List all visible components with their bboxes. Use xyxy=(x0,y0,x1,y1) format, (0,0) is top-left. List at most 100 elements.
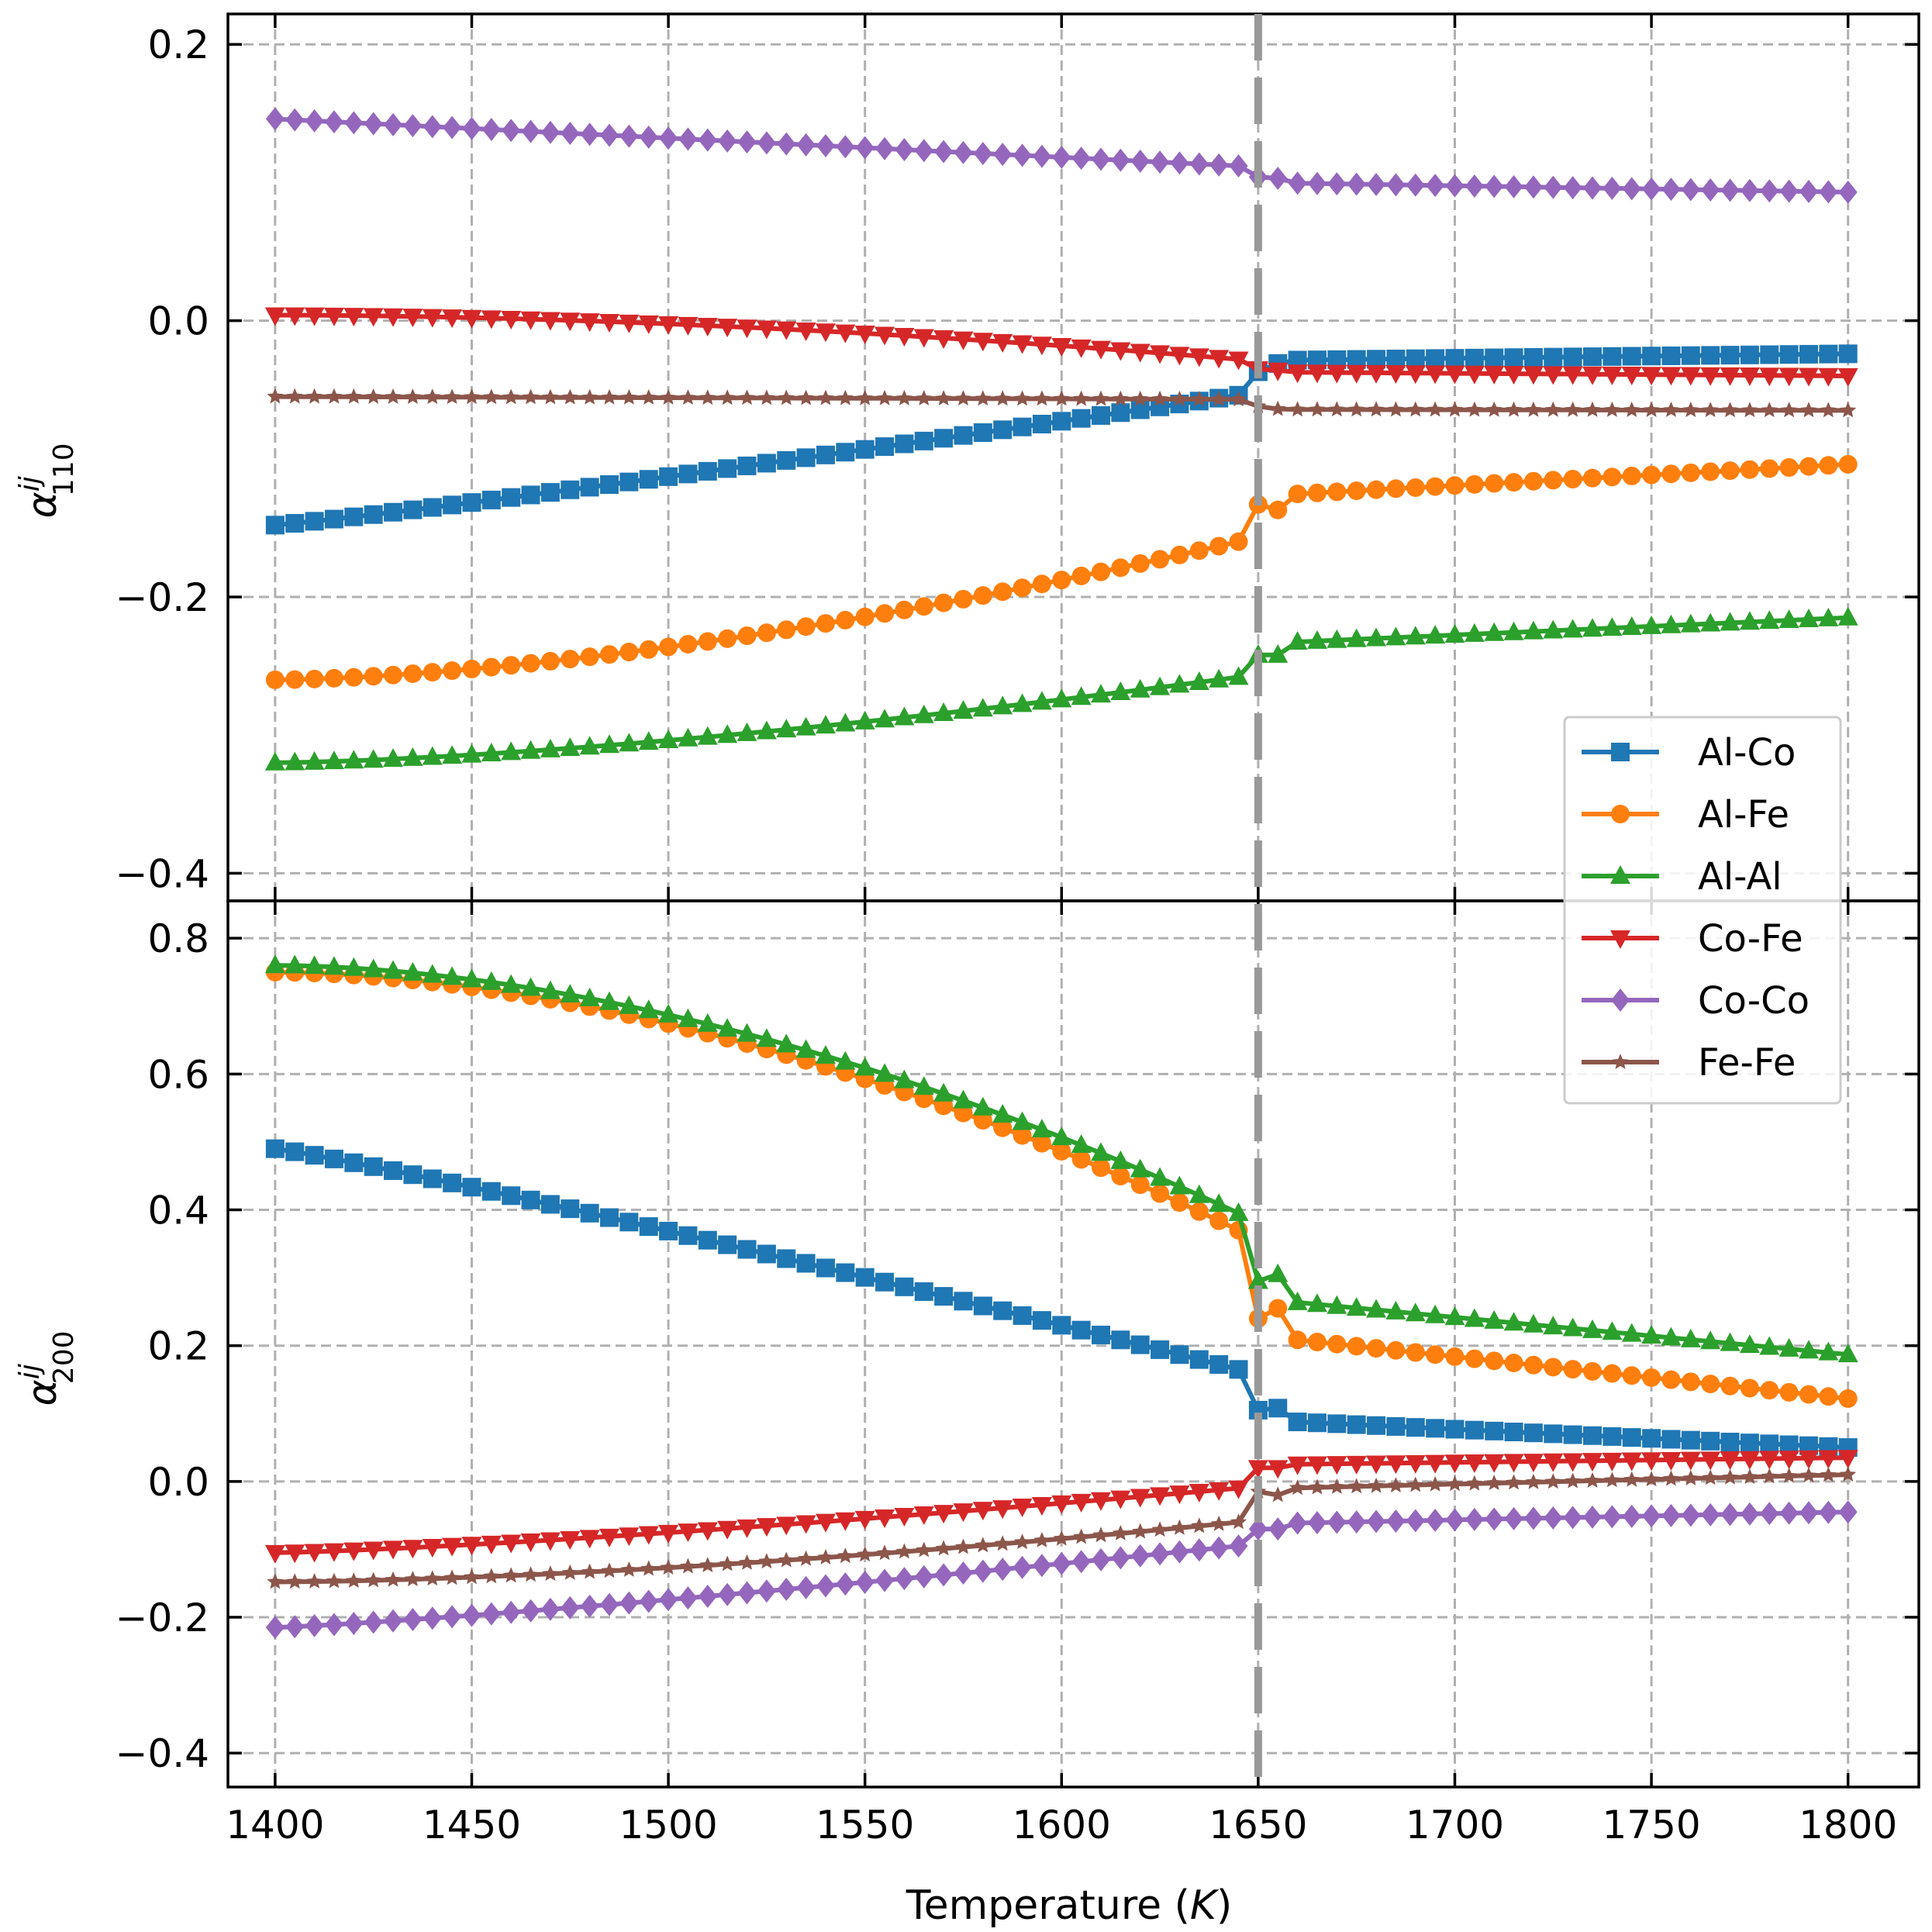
xlabel-text: Temperature ( xyxy=(906,1882,1190,1929)
bot-point-al-co xyxy=(659,1221,678,1240)
top-point-co-fe xyxy=(1759,367,1780,387)
top-point-fe-fe xyxy=(601,388,618,405)
bot-point-al-fe xyxy=(1032,1133,1051,1153)
bot-point-al-al xyxy=(1602,1321,1623,1340)
bot-point-fe-fe xyxy=(1544,1473,1561,1489)
top-point-al-fe xyxy=(1071,566,1091,585)
bot-point-al-fe xyxy=(993,1118,1013,1137)
bot-point-fe-fe xyxy=(1171,1519,1188,1535)
bot-point-al-co xyxy=(403,1165,423,1185)
top-point-co-co xyxy=(777,132,796,156)
bot-point-al-al xyxy=(461,968,482,988)
top-ylabel-sub: 110 xyxy=(48,443,80,496)
top-point-al-co xyxy=(1583,347,1603,367)
top-point-al-fe xyxy=(423,663,442,682)
bot-point-co-co xyxy=(875,1568,895,1592)
top-point-al-al xyxy=(1562,619,1583,638)
bot-point-co-co xyxy=(1327,1510,1347,1534)
top-point-al-fe xyxy=(1386,479,1406,499)
bot-point-fe-fe xyxy=(1584,1472,1601,1488)
bot-point-co-co xyxy=(914,1565,933,1589)
bot-point-co-fe xyxy=(619,1527,640,1547)
top-point-co-fe xyxy=(1700,367,1721,386)
top-point-al-al xyxy=(1385,626,1406,646)
top-point-co-co xyxy=(1760,179,1779,203)
top-point-al-co xyxy=(1406,349,1425,368)
bot-point-co-co xyxy=(895,1567,914,1591)
bot-point-al-co xyxy=(639,1217,658,1237)
top-point-fe-fe xyxy=(1466,401,1483,417)
top-point-fe-fe xyxy=(1682,402,1699,417)
top-point-co-fe xyxy=(1130,343,1151,363)
top-point-al-co xyxy=(540,483,560,502)
bot-point-co-fe xyxy=(953,1503,974,1523)
bot-point-al-al xyxy=(875,1063,895,1082)
top-point-al-co xyxy=(914,431,933,450)
bot-point-co-fe xyxy=(304,1544,325,1563)
bot-point-al-co xyxy=(1426,1419,1445,1438)
top-point-al-co xyxy=(973,423,992,442)
top-point-co-co xyxy=(403,114,423,138)
top-y-tick-label: 0.2 xyxy=(147,22,209,67)
bot-point-al-al xyxy=(1031,1119,1052,1138)
top-point-al-co xyxy=(1485,348,1504,367)
top-point-al-al xyxy=(875,709,895,728)
bot-point-al-co xyxy=(1367,1416,1386,1435)
top-point-fe-fe xyxy=(975,390,992,406)
bot-point-al-fe xyxy=(1092,1158,1111,1178)
bot-point-al-al xyxy=(678,1008,699,1027)
top-point-al-co xyxy=(875,437,895,457)
top-point-al-co xyxy=(1701,346,1720,365)
top-point-al-co xyxy=(1426,349,1445,368)
top-point-co-co xyxy=(364,112,383,136)
top-point-al-al xyxy=(717,724,738,743)
bot-point-co-co xyxy=(502,1600,521,1624)
bot-point-co-co xyxy=(403,1607,423,1631)
top-point-al-fe xyxy=(836,610,855,630)
bot-point-fe-fe xyxy=(798,1550,815,1566)
top-point-fe-fe xyxy=(1132,390,1149,406)
bot-point-al-al xyxy=(1464,1308,1485,1327)
top-point-fe-fe xyxy=(443,388,461,405)
bot-point-co-fe xyxy=(717,1520,738,1540)
top-point-al-co xyxy=(364,505,383,524)
top-point-co-co xyxy=(1426,174,1445,198)
top-point-co-fe xyxy=(1012,335,1033,354)
legend-label-al-al: Al-Al xyxy=(1698,855,1782,899)
top-point-co-co xyxy=(875,136,895,160)
top-point-co-co xyxy=(285,108,305,132)
bot-point-al-al xyxy=(1110,1150,1131,1169)
bot-point-co-co xyxy=(796,1575,816,1599)
bot-point-co-co xyxy=(1838,1500,1858,1524)
bot-point-al-al xyxy=(1621,1323,1642,1342)
bot-point-al-fe xyxy=(1838,1389,1858,1409)
bot-point-al-al xyxy=(835,1051,856,1070)
bot-point-co-co xyxy=(639,1589,658,1613)
top-point-al-al xyxy=(540,738,561,757)
bot-point-al-al xyxy=(1798,1340,1819,1359)
legend-item-co-co: Co-Co xyxy=(1582,979,1810,1023)
top-point-co-fe xyxy=(501,310,522,329)
bot-point-fe-fe xyxy=(424,1570,441,1586)
bot-point-al-al xyxy=(501,974,522,993)
legend-marker-co-fe xyxy=(1610,930,1630,949)
top-point-al-fe xyxy=(796,617,816,637)
bot-point-fe-fe xyxy=(1191,1517,1208,1534)
top-point-al-co xyxy=(1130,400,1150,419)
bot-point-co-fe xyxy=(343,1542,364,1561)
bot-point-al-al xyxy=(1405,1302,1426,1322)
bot-series-co-co xyxy=(265,1500,1858,1640)
x-tick-label: 1600 xyxy=(1013,1803,1111,1847)
bot-point-al-al xyxy=(1346,1297,1367,1316)
top-point-al-fe xyxy=(1111,558,1130,578)
top-point-fe-fe xyxy=(464,388,480,405)
top-point-fe-fe xyxy=(1584,401,1601,417)
top-point-co-fe xyxy=(619,314,640,333)
top-point-co-co xyxy=(698,128,717,152)
bot-point-co-fe xyxy=(1464,1454,1485,1474)
bot-point-fe-fe xyxy=(523,1566,539,1582)
top-point-al-co xyxy=(462,493,481,512)
bot-point-fe-fe xyxy=(1427,1475,1444,1492)
bottom-y-axis-label: αij200 xyxy=(14,1330,80,1406)
